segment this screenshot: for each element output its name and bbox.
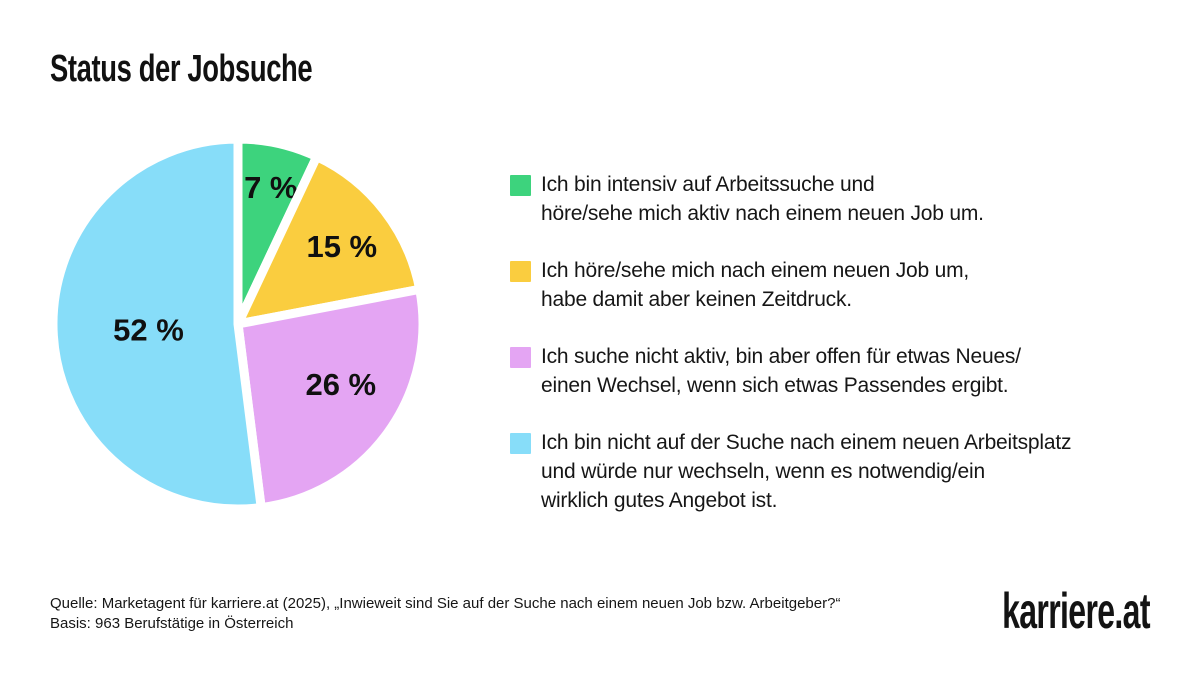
legend-item-not-searching: Ich bin nicht auf der Suche nach einem n… [510, 428, 1150, 515]
legend-swatch-3 [510, 433, 531, 454]
pie-slice-label-2: 26 % [305, 367, 376, 402]
pie-chart: 7 % 15 % 26 % 52 % [50, 136, 426, 512]
legend-label: Ich höre/sehe mich nach einem neuen Job … [541, 259, 969, 311]
legend-swatch-1 [510, 261, 531, 282]
pie-slice-label-3: 52 % [113, 312, 184, 347]
pie-slice-1 [230, 150, 425, 331]
legend-swatch-2 [510, 347, 531, 368]
legend-label: Ich suche nicht aktiv, bin aber offen fü… [541, 345, 1021, 397]
legend-item-intensive-search: Ich bin intensiv auf Arbeitssuche und hö… [510, 170, 1150, 228]
source-line-2: Basis: 963 Berufstätige in Österreich [50, 615, 294, 632]
legend: Ich bin intensiv auf Arbeitssuche und hö… [510, 170, 1150, 515]
pie-chart-container: 7 % 15 % 26 % 52 % [50, 136, 426, 512]
pie-slice-label-0: 7 % [244, 170, 297, 205]
karriere-at-logo: karriere.at [1002, 583, 1150, 639]
legend-item-looking-no-pressure: Ich höre/sehe mich nach einem neuen Job … [510, 256, 1150, 314]
pie-slice-label-1: 15 % [306, 229, 377, 264]
legend-label: Ich bin intensiv auf Arbeitssuche und hö… [541, 173, 984, 225]
legend-label: Ich bin nicht auf der Suche nach einem n… [541, 431, 1072, 512]
legend-swatch-0 [510, 175, 531, 196]
pie-slice-3 [50, 136, 267, 512]
legend-item-open-for-new: Ich suche nicht aktiv, bin aber offen fü… [510, 342, 1150, 400]
pie-slice-2 [233, 284, 426, 512]
page-title: Status der Jobsuche [50, 48, 313, 90]
source-line-1: Quelle: Marketagent für karriere.at (202… [50, 595, 841, 612]
source-note: Quelle: Marketagent für karriere.at (202… [50, 594, 840, 634]
